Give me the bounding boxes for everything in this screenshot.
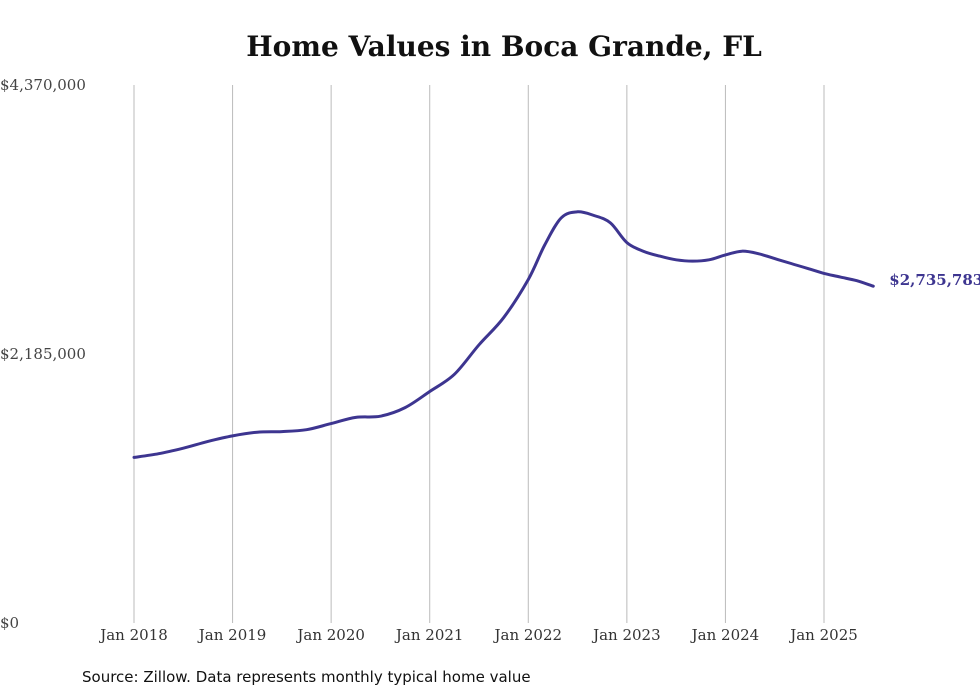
x-tick-label: Jan 2019 — [197, 626, 267, 644]
x-tick-label: Jan 2025 — [788, 626, 858, 644]
y-axis-tick-labels: $0 $2,185,000 $4,370,000 — [0, 76, 86, 632]
x-tick-label: Jan 2018 — [98, 626, 168, 644]
chart-title: Home Values in Boca Grande, FL — [246, 30, 762, 63]
x-axis-tick-labels: Jan 2018 Jan 2019 Jan 2020 Jan 2021 Jan 2022… — [98, 626, 858, 644]
x-tick-label: Jan 2021 — [394, 626, 464, 644]
gridlines — [133, 85, 825, 623]
y-tick-label: $4,370,000 — [0, 76, 86, 94]
x-tick-label: Jan 2022 — [493, 626, 563, 644]
y-tick-label: $0 — [0, 614, 19, 632]
series-line — [132, 210, 875, 459]
x-tick-label: Jan 2023 — [591, 626, 661, 644]
end-value-label: $2,735,783 — [889, 271, 980, 289]
y-tick-label: $2,185,000 — [0, 345, 86, 363]
source-note: Source: Zillow. Data represents monthly … — [82, 668, 531, 686]
x-tick-label: Jan 2020 — [295, 626, 365, 644]
x-tick-label: Jan 2024 — [690, 626, 760, 644]
